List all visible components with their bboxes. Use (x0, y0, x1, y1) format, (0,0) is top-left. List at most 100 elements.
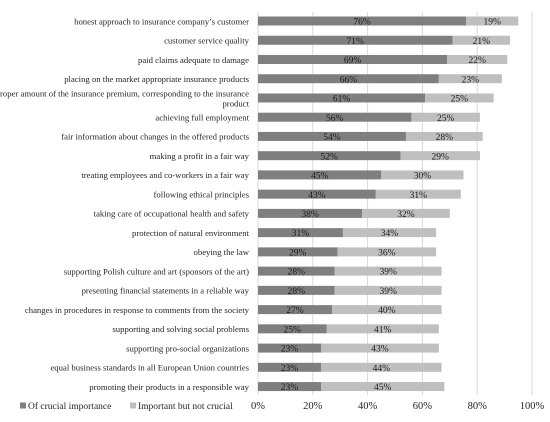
bar-important (321, 362, 442, 372)
category-label: honest approach to insurance company’s c… (74, 16, 249, 26)
data-label: 69% (344, 56, 362, 66)
bar-important (337, 247, 437, 257)
data-label: 19% (484, 18, 502, 28)
category-label: equal business standards in all European… (50, 363, 249, 373)
data-label: 38% (301, 210, 319, 220)
bar-crucial (258, 285, 335, 295)
bar-important (321, 343, 439, 353)
data-label: 36% (378, 248, 396, 258)
category-label: supporting and solving social problems (112, 324, 249, 334)
x-tick-label: 0% (251, 401, 265, 412)
bar-important (321, 382, 445, 392)
data-label: 54% (323, 133, 341, 143)
data-label: 23% (281, 364, 299, 374)
data-label: 39% (379, 268, 397, 278)
data-label: 27% (286, 306, 304, 316)
data-label: 56% (326, 114, 344, 124)
bar-important (331, 305, 442, 315)
category-label: changes in procedures in response to com… (25, 305, 250, 315)
bar-crucial (258, 170, 382, 180)
data-label: 31% (292, 229, 310, 239)
category-label: customer service quality (164, 36, 250, 46)
bar-crucial (258, 54, 448, 64)
bar-crucial (258, 189, 376, 199)
bar-crucial (258, 228, 343, 238)
bar-important (438, 74, 502, 84)
gridlines (257, 12, 533, 395)
legend-swatch (130, 402, 136, 409)
bar-crucial (258, 343, 322, 353)
bar-crucial (258, 305, 332, 315)
category-label: paid claims adequate to damage (138, 55, 249, 65)
data-label: 25% (284, 325, 302, 335)
bar-crucial (258, 151, 401, 161)
bars: 76% 19% 71% 21% 69% 22% 66% 23% 61% 25% 56% 25% 54% 2… (258, 16, 519, 393)
category-label: making a profit in a fair way (150, 151, 250, 161)
data-label: 52% (321, 152, 339, 162)
data-label: 25% (437, 114, 455, 124)
data-label: 30% (414, 172, 432, 182)
bar-crucial (258, 324, 327, 334)
data-label: 71% (347, 37, 365, 47)
x-tick-label: 20% (303, 401, 323, 412)
x-axis-ticks: 0% 20% 40% 60% 80% 100% (251, 401, 545, 412)
category-label: fair information about changes in the of… (61, 132, 249, 142)
data-label: 43% (308, 191, 326, 201)
x-tick-label: 60% (413, 401, 433, 412)
data-label: 66% (340, 75, 358, 85)
bar-crucial (258, 74, 439, 84)
bar-crucial (258, 266, 335, 276)
data-label: 23% (281, 345, 299, 355)
legend: Of crucial importance Important but not c… (20, 401, 233, 412)
bar-crucial (258, 35, 453, 45)
bar-crucial (258, 16, 467, 26)
bar-important (425, 93, 494, 103)
bar-crucial (258, 208, 363, 218)
bar-crucial (258, 382, 322, 392)
data-label: 31% (410, 191, 428, 201)
category-label: placing on the market appropriate insura… (64, 74, 249, 84)
data-label: 23% (462, 75, 480, 85)
data-label: 22% (468, 56, 486, 66)
x-tick-label: 80% (468, 401, 488, 412)
bar-important (466, 16, 519, 26)
category-label: proper amount of the insurance premium, … (0, 88, 249, 98)
category-label: treating employees and co-workers in a f… (81, 170, 249, 180)
legend-label: Of crucial importance (28, 401, 111, 412)
bar-important (381, 170, 464, 180)
bar-crucial (258, 247, 338, 257)
data-label: 76% (353, 18, 371, 28)
bar-important (326, 324, 439, 334)
category-label: supporting pro-social organizations (126, 343, 250, 353)
data-label: 61% (333, 95, 351, 105)
bar-crucial (258, 112, 412, 122)
category-label: supporting Polish culture and art (spons… (64, 266, 249, 276)
bar-important (362, 208, 450, 218)
data-label: 40% (378, 306, 396, 316)
category-label: product (222, 98, 249, 108)
category-labels: honest approach to insurance company’s c… (0, 16, 250, 392)
bar-important (405, 131, 483, 141)
category-label: protection of natural environment (132, 228, 250, 238)
data-label: 23% (281, 383, 299, 393)
data-label: 28% (288, 268, 306, 278)
data-label: 25% (451, 95, 469, 105)
data-label: 34% (381, 229, 399, 239)
legend-swatch (20, 402, 26, 409)
bar-important (411, 112, 480, 122)
data-label: 43% (371, 345, 389, 355)
data-label: 29% (431, 152, 449, 162)
data-label: 39% (379, 287, 397, 297)
category-label: achieving full employment (155, 113, 249, 123)
category-label: following ethical principles (153, 189, 249, 199)
category-label: presenting financial statements in a rel… (82, 286, 250, 296)
data-label: 28% (288, 287, 306, 297)
data-label: 44% (373, 364, 391, 374)
category-label: obeying the law (194, 247, 250, 257)
bar-crucial (258, 93, 426, 103)
bar-important (452, 35, 511, 45)
data-label: 45% (311, 172, 329, 182)
bar-important (375, 189, 461, 199)
data-label: 41% (374, 325, 392, 335)
bar-important (334, 285, 442, 295)
